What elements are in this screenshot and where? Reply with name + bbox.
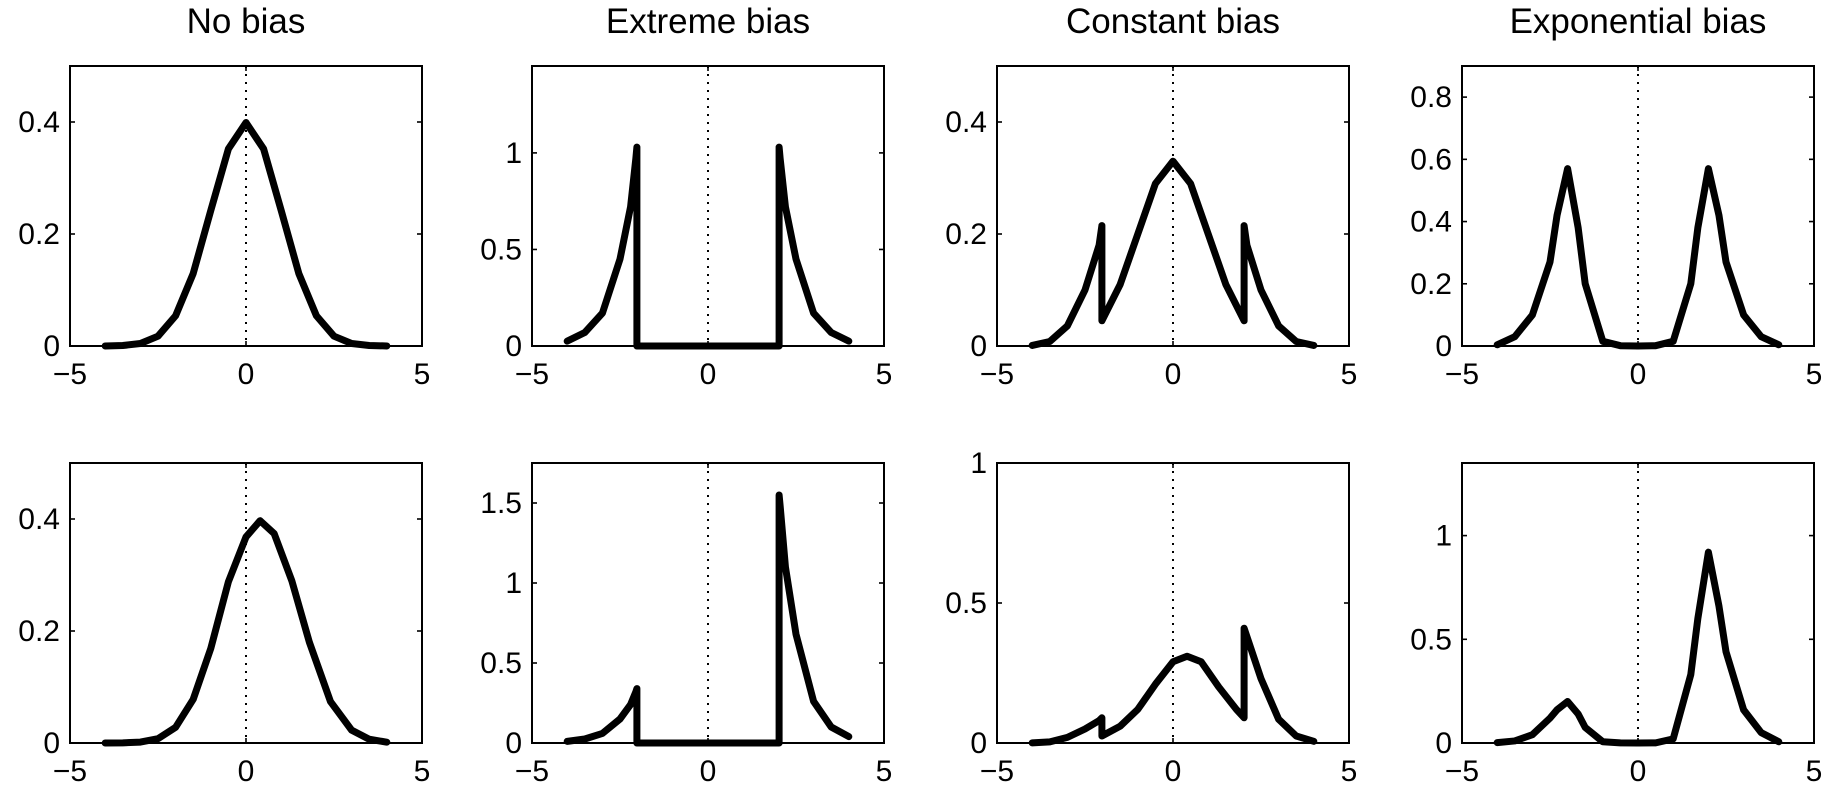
- x-tick-label: 0: [1630, 755, 1647, 788]
- x-tick-label: 5: [414, 358, 431, 391]
- panel-title: Extreme bias: [606, 2, 810, 41]
- x-tick-label: 0: [238, 358, 255, 391]
- x-tick-label: 5: [1806, 358, 1823, 391]
- y-tick-label: 1: [505, 137, 522, 170]
- y-tick-label: 0.4: [18, 106, 60, 139]
- y-tick-label: 0.5: [945, 587, 987, 620]
- series-line: [101, 119, 391, 350]
- y-tick-label: 0.4: [18, 503, 60, 536]
- plot-area: −5 0 500.51: [480, 65, 893, 391]
- x-tick-label: 0: [700, 358, 717, 391]
- series-line: [1028, 157, 1318, 349]
- y-tick-label: 0: [43, 330, 60, 363]
- panel-extreme-bias-top: Extreme bias −5 0 500.51: [480, 2, 892, 391]
- x-tick-label: 5: [1341, 358, 1358, 391]
- plot-area: −5 0 500.20.4: [945, 65, 1358, 391]
- plot-area: −5 0 500.20.4: [18, 462, 431, 788]
- y-tick-label: 1.5: [480, 487, 522, 520]
- y-tick-label: 1: [970, 447, 987, 480]
- x-tick-label: 0: [1630, 358, 1647, 391]
- plot-area: −5 0 500.20.4: [18, 65, 431, 391]
- y-tick-label: 0.6: [1410, 143, 1452, 176]
- y-tick-label: 1: [1435, 520, 1452, 553]
- y-tick-label: 0: [1435, 727, 1452, 760]
- y-tick-label: 0.5: [1410, 623, 1452, 656]
- y-tick-label: 0: [505, 727, 522, 760]
- y-tick-label: 0.5: [480, 233, 522, 266]
- panel-constant-bias-bottom: −5 0 500.51: [945, 447, 1357, 788]
- x-tick-label: 0: [1165, 755, 1182, 788]
- x-tick-label: −5: [1445, 358, 1479, 391]
- panel-exponential-bias-top: Exponential bias −5 0 500.20.40.60.8: [1410, 2, 1822, 391]
- y-tick-label: 0.8: [1410, 81, 1452, 114]
- x-tick-label: 5: [414, 755, 431, 788]
- panel-no-bias-top: No bias −5 0 500.20.4: [18, 2, 430, 391]
- series-line: [101, 517, 391, 747]
- y-tick-label: 0: [1435, 330, 1452, 363]
- y-tick-label: 0: [505, 330, 522, 363]
- x-tick-label: 5: [876, 358, 893, 391]
- x-tick-label: −5: [980, 358, 1014, 391]
- x-tick-label: −5: [980, 755, 1014, 788]
- y-tick-label: 0.2: [18, 615, 60, 648]
- y-tick-label: 0: [970, 330, 987, 363]
- x-tick-label: 5: [876, 755, 893, 788]
- y-tick-label: 0.4: [945, 106, 987, 139]
- plot-area: −5 0 500.51: [945, 447, 1357, 788]
- y-tick-label: 0.5: [480, 647, 522, 680]
- plot-area: −5 0 500.51: [1410, 462, 1823, 788]
- x-tick-label: 5: [1806, 755, 1823, 788]
- panel-extreme-bias-bottom: −5 0 500.511.5: [480, 462, 893, 788]
- x-tick-label: 0: [1165, 358, 1182, 391]
- x-tick-label: −5: [53, 755, 87, 788]
- y-tick-label: 0: [43, 727, 60, 760]
- y-tick-label: 0: [970, 727, 987, 760]
- x-tick-label: −5: [515, 358, 549, 391]
- x-tick-label: −5: [53, 358, 87, 391]
- x-tick-label: 0: [700, 755, 717, 788]
- panel-title: No bias: [187, 2, 306, 41]
- y-tick-label: 0.4: [1410, 206, 1452, 239]
- y-tick-label: 0.2: [945, 218, 987, 251]
- x-tick-label: 0: [238, 755, 255, 788]
- y-tick-label: 0.2: [1410, 268, 1452, 301]
- panel-title: Exponential bias: [1510, 2, 1767, 41]
- y-tick-label: 0.2: [18, 218, 60, 251]
- x-tick-label: −5: [1445, 755, 1479, 788]
- panel-constant-bias-top: Constant bias −5 0 500.20.4: [945, 2, 1357, 391]
- y-tick-label: 1: [505, 567, 522, 600]
- panel-no-bias-bottom: −5 0 500.20.4: [18, 462, 431, 788]
- panel-exponential-bias-bottom: −5 0 500.51: [1410, 462, 1823, 788]
- plot-area: −5 0 500.511.5: [480, 462, 893, 788]
- panel-title: Constant bias: [1066, 2, 1280, 41]
- plot-area: −5 0 500.20.40.60.8: [1410, 65, 1823, 391]
- x-tick-label: −5: [515, 755, 549, 788]
- x-tick-label: 5: [1341, 755, 1358, 788]
- series-line: [1028, 624, 1318, 747]
